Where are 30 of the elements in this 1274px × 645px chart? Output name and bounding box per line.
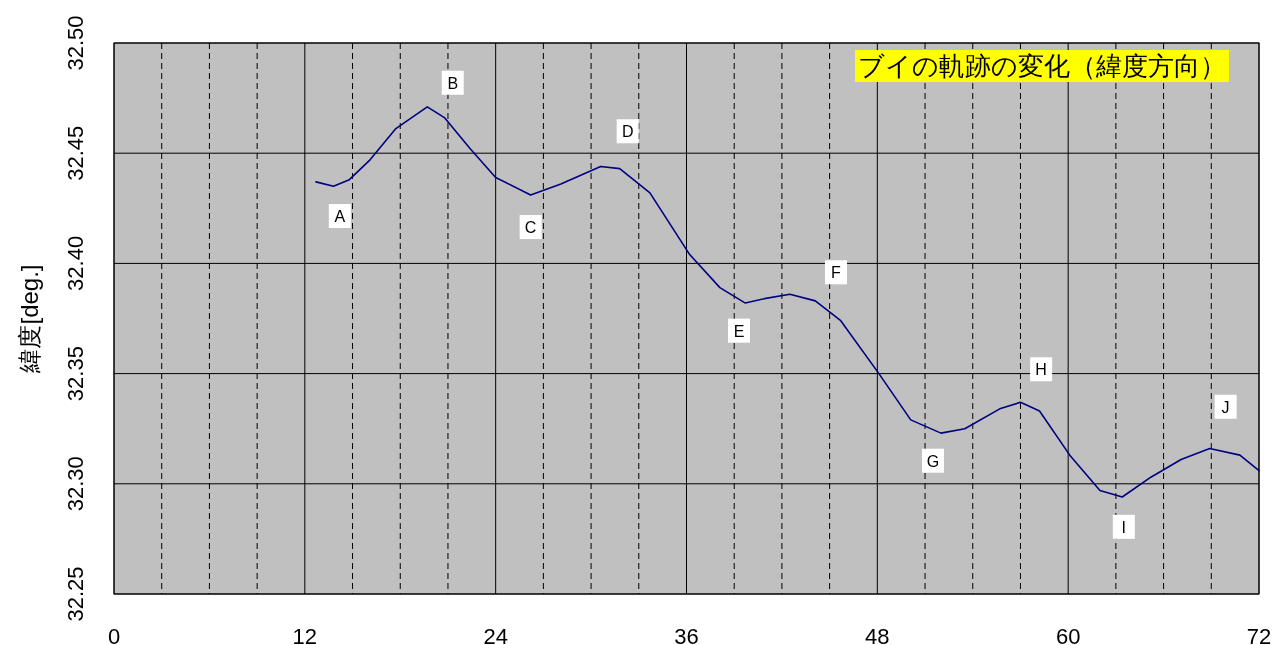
annotation: B [447,74,459,92]
line-series [315,106,1260,498]
x-tick-label: 48 [865,624,890,645]
annotation: D [621,123,634,141]
annotation: J [1221,398,1230,416]
annotation: A [334,208,346,226]
y-tick-label: 32.25 [63,566,88,622]
annotation: C [519,215,542,240]
y-tick-label: 32.40 [63,235,88,291]
annotation: D [616,119,639,144]
y-axis-title: 緯度[deg.] [16,264,43,374]
x-tick-label: 0 [107,624,121,645]
x-tick-label: 60 [1055,624,1081,645]
y-tick-label: 32.45 [63,125,88,181]
x-tick-label: 12 [292,624,318,645]
title: ブイの軌跡の変化（緯度方向） [855,50,1229,82]
y-tick-label: 32.50 [63,15,88,71]
annotation: A [328,204,351,229]
y-tick-label: 32.35 [63,346,88,402]
x-tick-label: 24 [483,624,508,645]
annotation: C [524,219,537,237]
annotation: F [831,264,842,282]
y-tick-label: 32.30 [63,456,88,512]
annotation: H [1030,357,1053,382]
x-tick-label: 72 [1246,624,1272,645]
annotation: I [1121,518,1127,536]
annotation: H [1035,361,1047,379]
annotation: E [733,322,745,340]
annotation: F [825,260,847,285]
x-tick-label: 36 [674,624,699,645]
